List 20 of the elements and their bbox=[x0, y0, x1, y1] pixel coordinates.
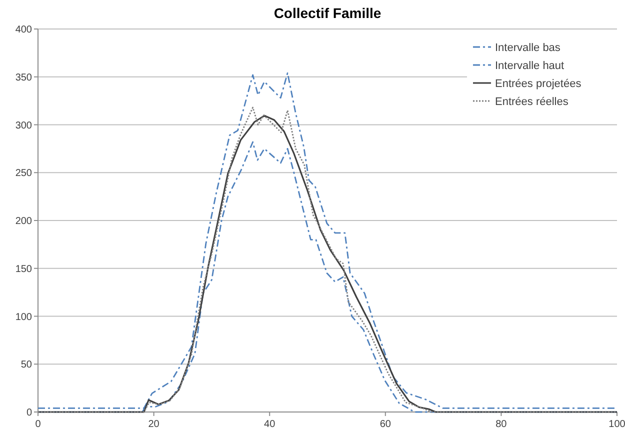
x-tick-label: 20 bbox=[148, 419, 160, 430]
y-tick-label: 0 bbox=[26, 408, 32, 418]
legend-label: Intervalle bas bbox=[495, 42, 561, 54]
y-tick-label: 150 bbox=[15, 264, 32, 275]
x-tick-label: 40 bbox=[264, 419, 276, 430]
y-tick-label: 250 bbox=[15, 168, 32, 180]
x-tick-label: 0 bbox=[35, 419, 42, 430]
y-tick-label: 300 bbox=[15, 120, 32, 132]
x-tick-label: 80 bbox=[496, 419, 508, 430]
x-tick-label: 100 bbox=[608, 419, 625, 430]
y-tick-label: 350 bbox=[15, 72, 32, 84]
y-tick-label: 400 bbox=[15, 24, 32, 36]
y-tick-label: 50 bbox=[20, 360, 32, 371]
chart-title: Collectif Famille bbox=[274, 5, 382, 21]
legend-label: Entrées réelles bbox=[495, 96, 569, 108]
y-tick-label: 100 bbox=[15, 312, 32, 323]
y-tick-label: 200 bbox=[15, 216, 32, 227]
x-tick-label: 60 bbox=[380, 419, 392, 430]
legend-label: Entrées projetées bbox=[495, 78, 582, 90]
legend-label: Intervalle haut bbox=[495, 60, 564, 72]
